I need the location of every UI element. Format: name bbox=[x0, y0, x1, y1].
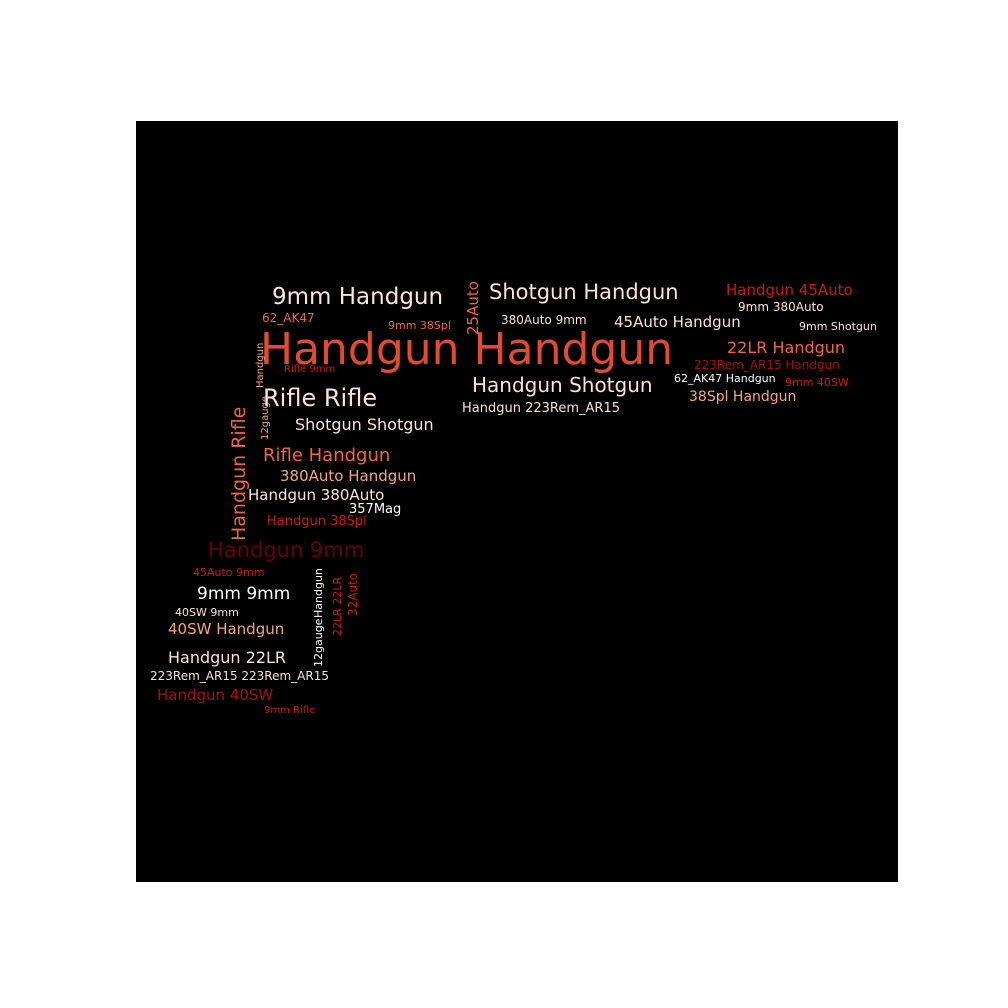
word-9mm-38spl: 9mm 38Spl bbox=[388, 319, 451, 332]
word-12gauge-vertical: 12gauge bbox=[312, 618, 325, 667]
word-rifle-9mm: Rifle 9mm bbox=[284, 364, 336, 375]
word-handgun-9mm: Handgun 9mm bbox=[208, 538, 365, 562]
word-handgun-40sw: Handgun 40SW bbox=[157, 686, 274, 704]
word-38spl-handgun: 38Spl Handgun bbox=[689, 389, 797, 405]
word-40sw-handgun: 40SW Handgun bbox=[168, 620, 285, 638]
word-handgun-223rem-ar15: Handgun 223Rem_AR15 bbox=[462, 401, 620, 416]
word-rifle-rifle: Rifle Rifle bbox=[263, 384, 378, 412]
word-223rem-ar15-handgun: 223Rem_AR15 Handgun bbox=[694, 358, 840, 372]
word-handgun-vertical-small: Handgun bbox=[255, 342, 266, 388]
word-62-ak47: 62_AK47 bbox=[262, 311, 315, 325]
word-9mm-shotgun: 9mm Shotgun bbox=[799, 320, 877, 333]
word-handgun-shotgun: Handgun Shotgun bbox=[472, 373, 653, 397]
word-cloud-canvas: Handgun Handgun 9mm Handgun Shotgun Hand… bbox=[136, 121, 898, 882]
word-handgun-handgun: Handgun Handgun bbox=[260, 324, 674, 375]
word-32auto-vertical: 32Auto bbox=[346, 572, 360, 616]
word-9mm-rifle: 9mm Rifle bbox=[264, 705, 316, 716]
word-handgun-vertical: Handgun bbox=[312, 568, 325, 618]
word-223rem-ar15-223rem-ar15: 223Rem_AR15 223Rem_AR15 bbox=[150, 669, 329, 683]
word-rifle-handgun: Rifle Handgun bbox=[263, 445, 391, 466]
word-handgun-45auto: Handgun 45Auto bbox=[726, 281, 853, 299]
word-45auto-handgun: 45Auto Handgun bbox=[614, 313, 741, 331]
word-357mag: 357Mag bbox=[349, 502, 402, 517]
word-45auto-9mm: 45Auto 9mm bbox=[193, 566, 265, 579]
word-22lr-handgun: 22LR Handgun bbox=[727, 338, 846, 357]
word-9mm-9mm: 9mm 9mm bbox=[197, 584, 291, 604]
word-handgun-380auto: Handgun 380Auto bbox=[248, 486, 385, 504]
word-380auto-handgun: 380Auto Handgun bbox=[280, 467, 417, 485]
word-9mm-380auto: 9mm 380Auto bbox=[738, 300, 824, 314]
word-9mm-handgun: 9mm Handgun bbox=[272, 284, 444, 310]
word-handgun-38spl: Handgun 38Spl bbox=[267, 514, 367, 529]
word-shotgun-shotgun: Shotgun Shotgun bbox=[295, 415, 434, 434]
word-9mm-40sw: 9mm 40SW bbox=[785, 376, 849, 389]
word-shotgun-handgun: Shotgun Handgun bbox=[489, 280, 679, 304]
word-25auto-vertical: 25Auto bbox=[464, 281, 482, 335]
word-handgun-22lr: Handgun 22LR bbox=[168, 648, 287, 667]
word-40sw-9mm: 40SW 9mm bbox=[175, 606, 239, 619]
word-62-ak47-handgun: 62_AK47 Handgun bbox=[674, 372, 776, 385]
word-handgun-rifle-vertical: Handgun Rifle bbox=[228, 406, 250, 541]
word-380auto-9mm: 380Auto 9mm bbox=[501, 313, 587, 327]
word-22lr-22lr-vertical: 22LR 22LR bbox=[331, 576, 344, 636]
